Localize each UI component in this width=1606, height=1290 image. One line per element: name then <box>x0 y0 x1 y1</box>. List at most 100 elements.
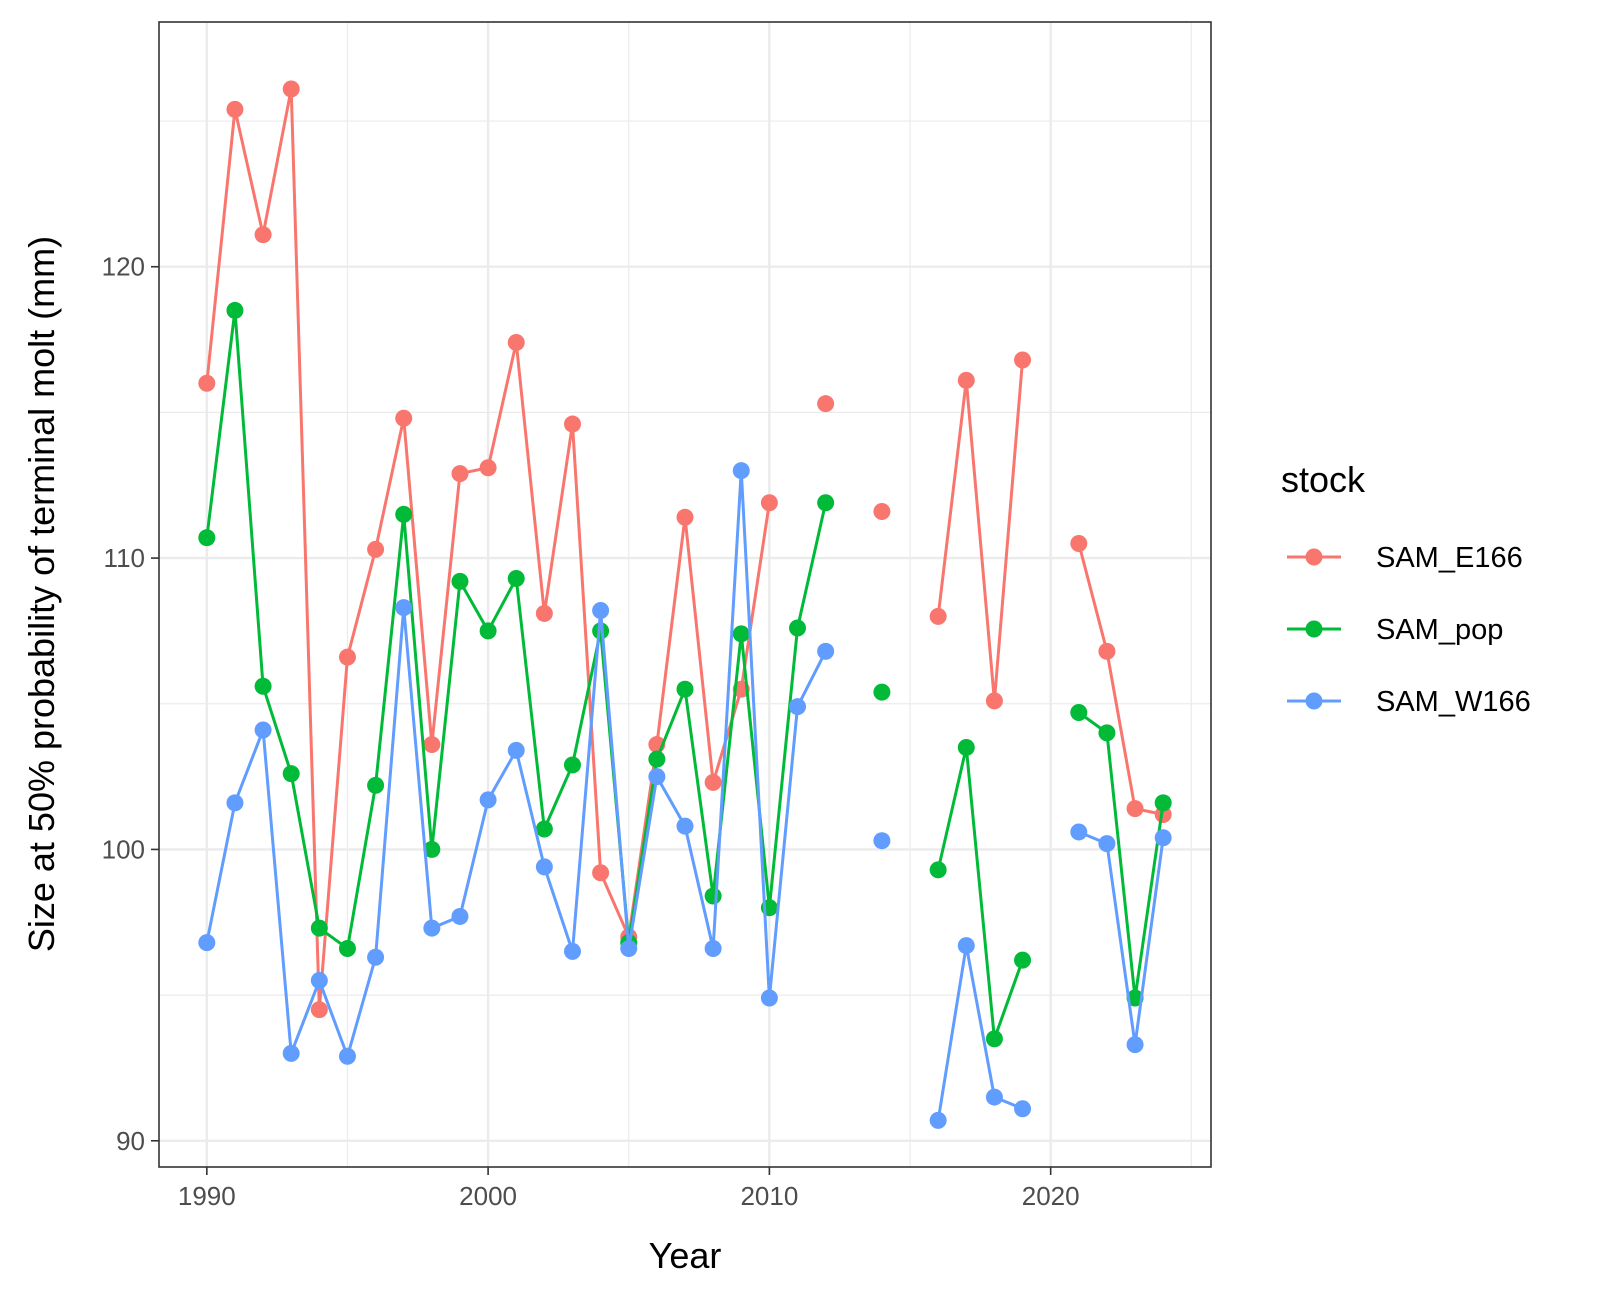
data-point <box>1014 351 1032 369</box>
data-point <box>1098 835 1116 853</box>
data-point <box>367 540 385 558</box>
series-SAM_pop <box>198 301 1172 1048</box>
data-point <box>282 765 300 783</box>
data-point <box>226 301 244 319</box>
data-point <box>563 415 581 433</box>
y-tick-label: 90 <box>116 1126 145 1156</box>
data-point <box>563 756 581 774</box>
y-tick-label: 110 <box>104 543 145 573</box>
data-point <box>704 773 722 791</box>
data-point <box>592 864 610 882</box>
data-point <box>563 942 581 960</box>
data-point <box>1070 703 1088 721</box>
data-point <box>985 692 1003 710</box>
data-point <box>676 508 694 526</box>
data-point <box>676 817 694 835</box>
data-point <box>423 840 441 858</box>
y-axis-title: Size at 50% probability of terminal molt… <box>21 236 62 952</box>
data-point <box>817 395 835 413</box>
data-point <box>423 919 441 937</box>
data-point <box>1014 1100 1032 1118</box>
data-point <box>704 887 722 905</box>
data-point <box>760 989 778 1007</box>
data-point <box>310 1001 328 1019</box>
data-point <box>929 861 947 879</box>
legend-item: SAM_E166 <box>1287 542 1523 574</box>
data-point <box>817 642 835 660</box>
data-point <box>282 1044 300 1062</box>
legend-title: stock <box>1281 459 1366 500</box>
data-point <box>367 948 385 966</box>
series-line <box>1077 711 1165 1000</box>
series-line <box>1077 543 1164 816</box>
legend-key-point <box>1305 620 1323 638</box>
legend-key-point <box>1305 692 1323 710</box>
data-point <box>957 937 975 955</box>
data-point <box>1154 829 1172 847</box>
data-point <box>254 226 272 244</box>
axis-ticks <box>151 265 1052 1175</box>
data-point <box>507 569 525 587</box>
grid-major <box>159 22 1211 1167</box>
legend-item: SAM_pop <box>1287 614 1503 646</box>
data-point <box>873 832 891 850</box>
data-point <box>423 736 441 754</box>
data-point <box>789 619 807 637</box>
data-point <box>310 972 328 990</box>
x-axis-title: Year <box>649 1235 722 1276</box>
data-point <box>648 750 666 768</box>
data-point <box>395 505 413 523</box>
data-point <box>985 1088 1003 1106</box>
series-line <box>936 944 1024 1121</box>
data-point <box>507 741 525 759</box>
data-point <box>732 462 750 480</box>
data-point <box>395 409 413 427</box>
data-point <box>1014 951 1032 969</box>
x-tick-label: 2020 <box>1022 1181 1080 1211</box>
data-point <box>957 371 975 389</box>
data-point <box>1126 1036 1144 1054</box>
legend-key-point <box>1305 548 1323 566</box>
legend-item: SAM_W166 <box>1287 686 1531 718</box>
data-point <box>451 907 469 925</box>
legend-label: SAM_pop <box>1376 614 1503 646</box>
data-point <box>338 1047 356 1065</box>
x-tick-label: 1990 <box>178 1181 236 1211</box>
plot-panel <box>159 22 1211 1167</box>
data-point <box>1098 642 1116 660</box>
data-point <box>535 858 553 876</box>
data-point <box>817 494 835 512</box>
data-point <box>479 459 497 477</box>
data-point <box>760 494 778 512</box>
data-point <box>451 572 469 590</box>
legend-items: SAM_E166 SAM_pop SAM_W166 <box>1287 542 1531 718</box>
y-tick-label: 100 <box>102 834 145 864</box>
grid-minor <box>159 22 1211 1167</box>
data-point <box>929 1111 947 1129</box>
x-tick-label: 2000 <box>459 1181 517 1211</box>
data-point <box>732 625 750 643</box>
data-point <box>985 1030 1003 1048</box>
data-point <box>789 698 807 716</box>
data-point <box>704 939 722 957</box>
legend-label: SAM_E166 <box>1376 542 1523 574</box>
data-point <box>198 529 216 547</box>
data-point <box>1098 724 1116 742</box>
data-point <box>620 939 638 957</box>
legend-label: SAM_W166 <box>1376 686 1531 718</box>
data-point <box>1154 794 1172 812</box>
data-point <box>929 607 947 625</box>
data-point <box>338 648 356 666</box>
series-SAM_E166 <box>198 80 1172 1019</box>
data-point <box>676 680 694 698</box>
data-point <box>535 820 553 838</box>
data-point <box>592 622 610 640</box>
series-line <box>1078 830 1165 1047</box>
data-point <box>451 465 469 483</box>
data-point <box>1126 800 1144 818</box>
data-point <box>226 794 244 812</box>
data-point <box>198 374 216 392</box>
data-point <box>957 738 975 756</box>
data-point <box>479 791 497 809</box>
